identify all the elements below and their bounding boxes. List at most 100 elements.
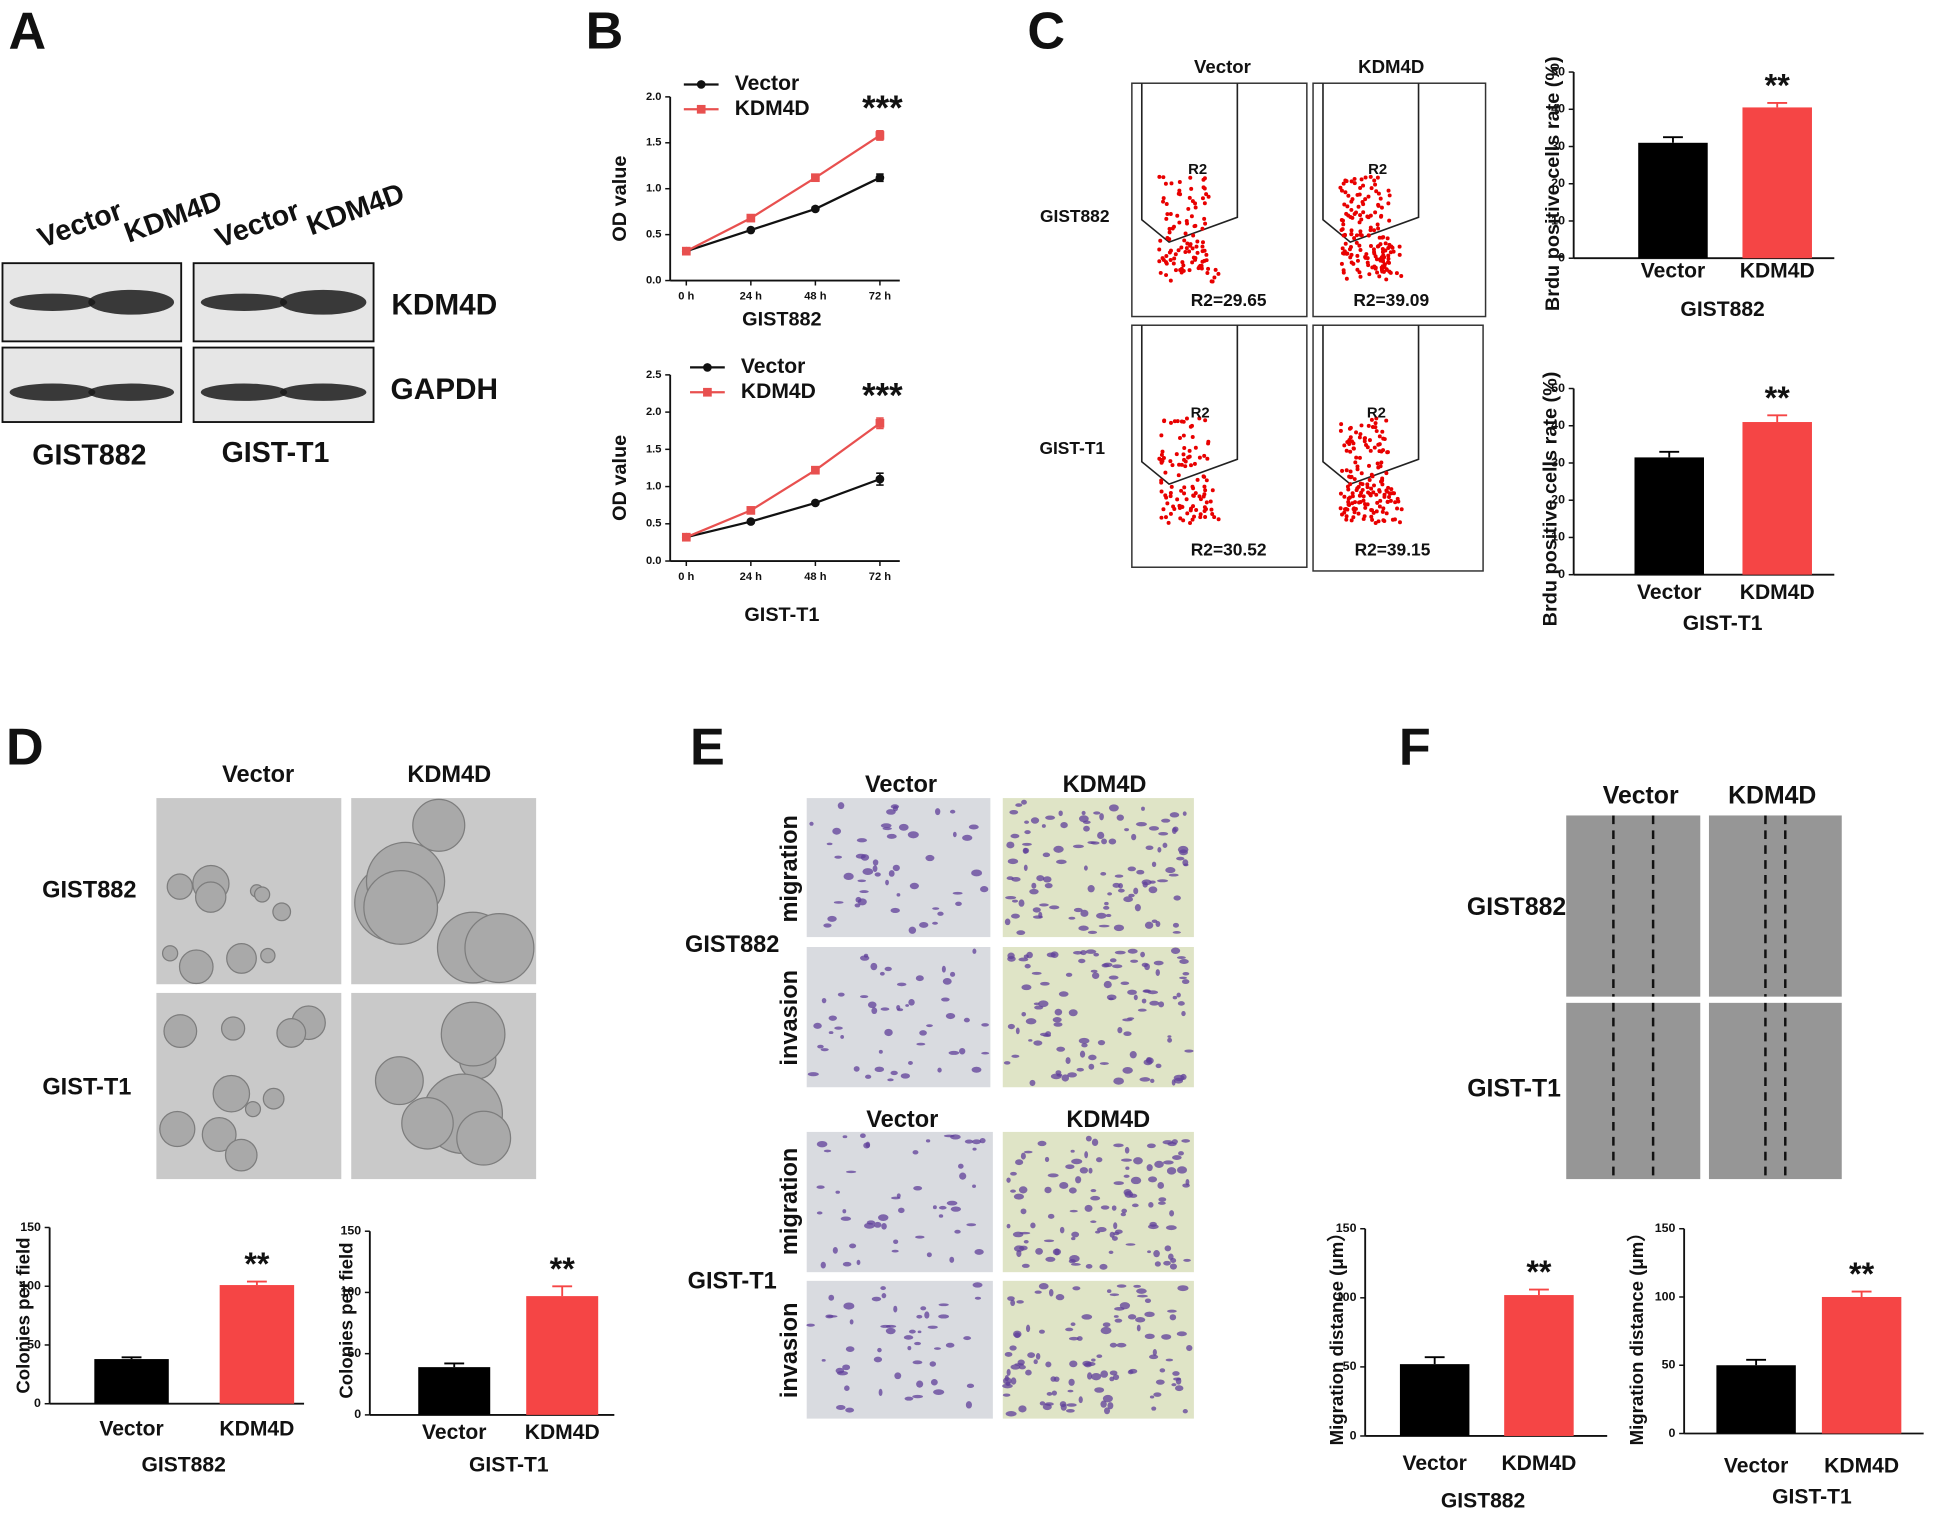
flow-dot bbox=[1384, 471, 1389, 476]
colony bbox=[456, 1110, 512, 1166]
transwell-image bbox=[806, 947, 991, 1088]
flow-dot bbox=[1165, 501, 1170, 506]
cell bbox=[1116, 814, 1124, 821]
cell bbox=[1006, 1223, 1011, 1229]
flow-dot bbox=[1356, 511, 1361, 516]
cell bbox=[1144, 1333, 1155, 1340]
flow-dot bbox=[1342, 443, 1347, 448]
blot-band bbox=[200, 383, 288, 401]
flow-dot bbox=[1167, 230, 1172, 235]
cell bbox=[1120, 1212, 1127, 1217]
cell bbox=[1176, 856, 1185, 861]
cell bbox=[893, 1305, 898, 1313]
flow-dot bbox=[1168, 511, 1173, 516]
y-tick-label: 0 bbox=[1558, 567, 1565, 581]
cell bbox=[1006, 1177, 1011, 1183]
flow-dot bbox=[1377, 442, 1382, 447]
cell bbox=[1033, 1040, 1043, 1046]
marker bbox=[681, 532, 691, 542]
flow-dot bbox=[1380, 476, 1385, 481]
cell bbox=[1114, 1318, 1123, 1323]
cell bbox=[885, 879, 889, 886]
label: Vector bbox=[1603, 782, 1679, 809]
y-tick-label: 50 bbox=[27, 1337, 41, 1351]
error-bar bbox=[552, 1285, 573, 1297]
blot-band bbox=[279, 383, 367, 401]
blot-frame bbox=[1, 346, 183, 423]
flow-dot bbox=[1346, 439, 1351, 444]
cell bbox=[873, 1221, 882, 1228]
colony bbox=[363, 869, 439, 945]
flow-dot bbox=[1163, 181, 1168, 186]
x-tick-label: KDM4D bbox=[1824, 1455, 1899, 1478]
colony bbox=[178, 949, 214, 985]
cell bbox=[1172, 1155, 1182, 1161]
y-tick-label: 150 bbox=[1655, 1221, 1676, 1235]
cell bbox=[1176, 1331, 1187, 1337]
flow-dot bbox=[1342, 202, 1347, 207]
flow-dot bbox=[1354, 455, 1359, 460]
cell bbox=[896, 1193, 901, 1199]
cell bbox=[1144, 921, 1154, 929]
label: GAPDH bbox=[391, 373, 499, 406]
cell bbox=[1023, 864, 1028, 871]
label: KDM4D bbox=[1728, 782, 1816, 809]
flow-dot bbox=[1159, 515, 1164, 520]
cell bbox=[981, 1023, 989, 1027]
cell bbox=[1068, 1009, 1078, 1017]
flow-dot bbox=[1161, 175, 1166, 180]
cell bbox=[1101, 963, 1110, 968]
flow-dot bbox=[1344, 276, 1349, 281]
flow-dot bbox=[1386, 201, 1391, 206]
label: KDM4D bbox=[1063, 771, 1147, 797]
cell bbox=[1145, 845, 1154, 851]
cell bbox=[872, 865, 878, 873]
flow-dot bbox=[1172, 419, 1177, 424]
cell bbox=[1149, 1000, 1160, 1006]
flow-dot bbox=[1397, 252, 1402, 257]
x-tick-label: 0 h bbox=[678, 291, 694, 303]
cell bbox=[1116, 1342, 1127, 1348]
flow-dot bbox=[1198, 512, 1203, 517]
y-tick-label: 0.5 bbox=[646, 229, 662, 241]
label: E bbox=[690, 719, 725, 777]
cell bbox=[1172, 826, 1179, 833]
flow-dot bbox=[1349, 252, 1354, 257]
flow-dot bbox=[1193, 257, 1198, 262]
y-tick-label: 0.5 bbox=[646, 518, 662, 530]
cell bbox=[1044, 883, 1053, 889]
flow-dot bbox=[1203, 418, 1208, 423]
cell bbox=[1151, 919, 1158, 924]
flow-frame bbox=[1131, 324, 1308, 568]
flow-dot bbox=[1167, 226, 1172, 231]
flow-dot bbox=[1376, 226, 1381, 231]
flow-dot bbox=[1180, 260, 1185, 265]
colony bbox=[412, 798, 466, 852]
cell bbox=[859, 955, 870, 961]
flow-dot bbox=[1168, 212, 1173, 216]
cell bbox=[1149, 1395, 1155, 1399]
cell bbox=[1147, 1250, 1151, 1254]
flow-dot bbox=[1340, 246, 1345, 251]
cell bbox=[1136, 1294, 1148, 1298]
flow-dot bbox=[1191, 486, 1196, 491]
transwell-image bbox=[1002, 1131, 1194, 1273]
cell bbox=[840, 1034, 845, 1039]
cell bbox=[1109, 1342, 1118, 1348]
cell bbox=[820, 1048, 829, 1052]
cell bbox=[1009, 809, 1019, 815]
flow-dot bbox=[1188, 520, 1193, 525]
x-tick-label: KDM4D bbox=[1740, 259, 1815, 282]
flow-dot bbox=[1373, 266, 1378, 271]
cell bbox=[1081, 1043, 1088, 1048]
cell bbox=[1016, 1300, 1024, 1304]
bar bbox=[219, 1285, 295, 1404]
cell bbox=[1113, 1222, 1118, 1230]
marker bbox=[746, 225, 756, 235]
marker bbox=[811, 173, 820, 183]
cell bbox=[1183, 1258, 1191, 1262]
cell bbox=[932, 1205, 937, 1210]
cell bbox=[1124, 1146, 1130, 1154]
flow-dot bbox=[1358, 186, 1363, 190]
flow-dot bbox=[1182, 485, 1187, 490]
